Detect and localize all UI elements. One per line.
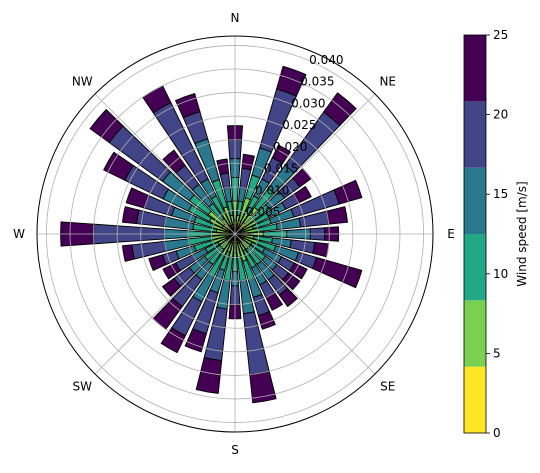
colorbar-segment-3 [464,167,486,234]
sector-100-bin-5 [312,241,330,258]
sector-210-bin-5 [160,327,187,354]
grid-spoke-7 [94,93,236,235]
direction-label-w: W [13,227,25,241]
sector-280-bin-5 [121,206,140,225]
radial-tick-label-2: 0.015 [264,162,298,176]
sector-160-bin-5 [257,310,276,330]
sector-250-bin-5 [148,254,167,272]
sector-300-bin-5 [103,151,135,181]
direction-labels: N NE E SE S SW W NW [13,11,455,457]
sector-bars [60,65,363,404]
polar-grid [37,36,433,432]
direction-label-s: S [231,443,239,457]
sector-20-bin-5 [276,65,307,97]
sector-10-bin-5 [241,153,255,171]
sector-310-bin-5 [89,108,124,144]
radial-tick-label-4: 0.025 [282,118,316,132]
colorbar-segment-1 [464,300,486,367]
direction-label-se: SE [380,380,395,394]
sector-110-bin-5 [311,256,363,289]
sector-260-bin-5 [121,244,135,262]
radial-tick-label-5: 0.030 [291,96,325,110]
sector-130-bin-5 [281,272,301,291]
grid-spoke-3 [234,233,376,375]
colorbar-segment-4 [464,101,486,168]
sector-200-bin-5 [184,328,207,353]
colorbar-tick-label-4: 20 [493,108,508,122]
grid-spoke-1 [234,93,376,235]
colorbar-segment-5 [464,35,486,102]
radial-tick-label-6: 0.035 [300,75,334,89]
sector-40-bin-5 [323,92,357,127]
direction-label-sw: SW [73,380,93,394]
radial-tick-label-7: 0.040 [309,53,343,67]
sector-120-bin-5 [289,262,308,280]
colorbar-segment-0 [464,366,486,433]
colorbar-segment-2 [464,234,486,301]
sector-340-bin-5 [174,92,201,119]
direction-label-ne: NE [379,74,396,88]
radial-tick-label-1: 0.010 [255,183,289,197]
colorbar-tick-label-3: 15 [493,187,508,201]
sector-240-bin-5 [162,262,181,280]
outer-ring [36,35,434,433]
sector-80-bin-5 [325,206,349,225]
colorbar-tick-label-5: 25 [493,28,508,42]
sector-140-bin-5 [278,287,298,308]
direction-label-n: N [231,11,240,25]
direction-label-nw: NW [72,74,93,88]
sector-190-bin-5 [195,356,223,394]
sector-320-bin-5 [162,149,186,174]
colorbar-tick-label-0: 0 [493,426,501,440]
colorbar-frame [463,34,487,434]
sector-70-bin-5 [333,179,363,205]
radial-tick-labels: 0.005 0.010 0.015 0.020 0.025 0.030 0.035 0.040 [246,53,344,219]
direction-label-e: E [447,227,455,241]
sector-350-bin-5 [216,158,230,176]
grid-spoke-5 [94,233,236,375]
radial-tick-label-3: 0.020 [273,140,307,154]
colorbar-label: Wind speed [m/s] [515,181,529,286]
radial-tick-label-0: 0.005 [246,205,280,219]
colorbar-tick-label-2: 10 [493,267,508,281]
sector-230-bin-5 [161,277,182,297]
colorbar: 0 5 10 15 20 25 Wind speed [m/s] [463,28,529,440]
colorbar-tick-label-1: 5 [493,346,501,360]
